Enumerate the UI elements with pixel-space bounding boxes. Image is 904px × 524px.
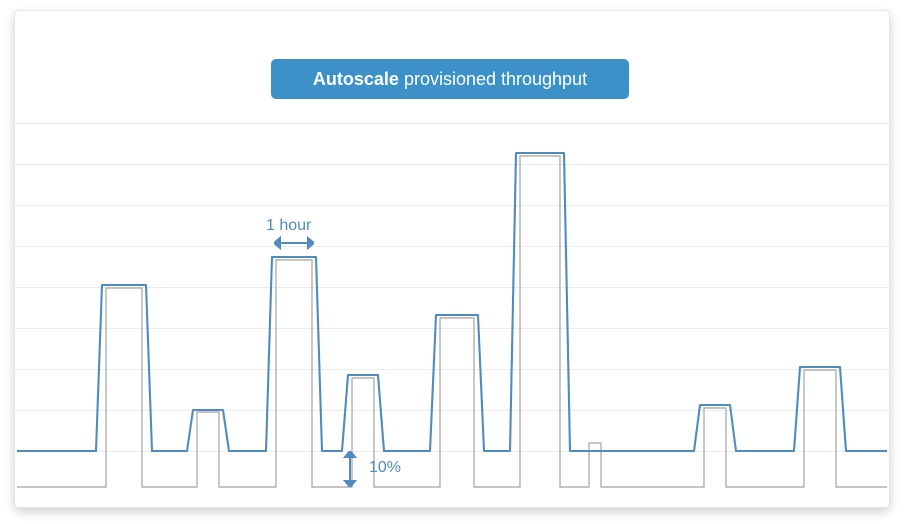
title-pill: Autoscale provisioned throughput — [271, 59, 629, 99]
ten-percent-label: 10% — [369, 459, 401, 477]
title-bold: Autoscale — [313, 69, 399, 89]
chart-card: Autoscale provisioned throughput 1 hour … — [14, 10, 890, 508]
title-normal: provisioned throughput — [399, 69, 587, 89]
ten-percent-arrow-icon — [342, 451, 358, 487]
